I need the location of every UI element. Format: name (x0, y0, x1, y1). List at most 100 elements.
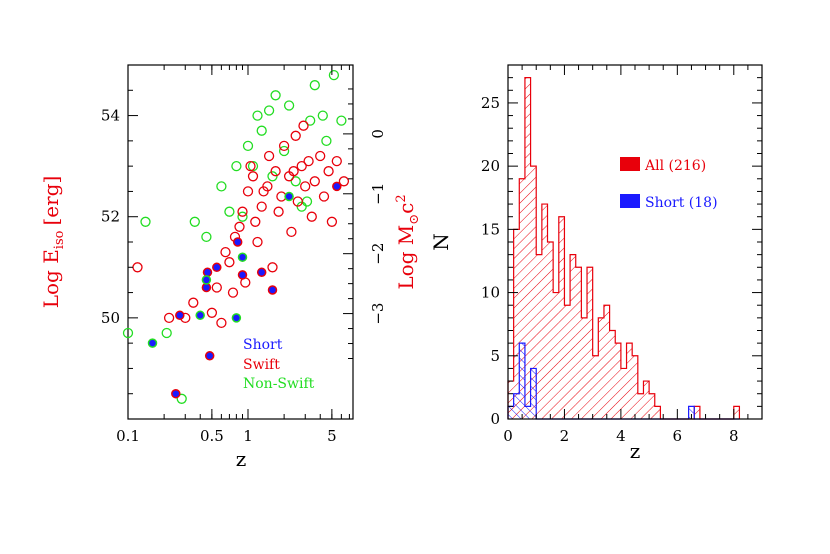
right-y-label-main: Log M (394, 225, 418, 290)
point-non-swift (267, 171, 278, 182)
point-non-swift (283, 100, 295, 111)
legend-non-swift: Non-Swift (243, 376, 315, 392)
point-short (237, 270, 248, 280)
right-y-label-sub: ⊙ (407, 214, 422, 225)
hist-bar-all (643, 381, 650, 419)
point-non-swift (122, 327, 134, 339)
hist-x-tick-label: 0 (503, 427, 513, 445)
point-swift (306, 211, 317, 222)
hist-bar-all (626, 343, 633, 419)
point-swift (242, 186, 254, 197)
hist-bar-short (519, 343, 525, 419)
hist-bar-all (553, 292, 559, 419)
hist-y-tick-label: 20 (481, 157, 500, 175)
hist-bar-all (530, 166, 537, 419)
hist-bar-short (688, 406, 695, 419)
point-non-swift (224, 206, 235, 217)
point-swift (278, 140, 290, 152)
point-swift (252, 236, 263, 248)
point-swift (270, 166, 281, 177)
point-swift (263, 150, 275, 162)
point-swift (220, 246, 231, 258)
left-x-tick-label: 0.1 (116, 427, 140, 445)
point-swift (298, 120, 309, 131)
point-swift (267, 262, 278, 273)
point-non-swift (216, 181, 227, 192)
legend-short-swatch (620, 194, 640, 208)
point-swift (288, 166, 299, 177)
legend-swift: Swift (243, 357, 280, 373)
point-non-swift (201, 231, 212, 243)
point-swift (163, 312, 175, 324)
point-swift (132, 262, 143, 273)
point-swift (250, 216, 261, 227)
point-non-swift (305, 115, 316, 126)
hist-bar-all (581, 317, 588, 419)
point-short (212, 262, 222, 273)
point-short (204, 351, 215, 361)
hist-bar-all (649, 393, 655, 419)
histogram-bars (507, 77, 741, 420)
point-short (171, 388, 181, 399)
point-swift (211, 282, 222, 293)
point-swift (318, 191, 330, 202)
point-swift (273, 206, 284, 217)
hist-bar-all (603, 305, 610, 419)
hist-bar-all (592, 355, 599, 419)
point-non-swift (252, 110, 263, 121)
hist-y-tick-label: 10 (481, 284, 500, 302)
point-non-swift (309, 80, 320, 91)
right-y-tick-label: −2 (369, 243, 387, 265)
right-y-label-tail: c (394, 203, 418, 214)
point-non-swift (189, 216, 200, 227)
point-swift (290, 130, 301, 141)
point-short (201, 282, 212, 293)
right-y-label-sup: 2 (394, 194, 409, 202)
right-axes: 0 2 4 6 8 0 5 10 15 20 25 (481, 65, 763, 445)
hist-bar-all (558, 216, 565, 419)
hist-x-tick-label: 2 (560, 427, 570, 445)
point-swift (326, 216, 338, 227)
point-non-swift (270, 90, 281, 101)
left-x-axis-label: z (236, 447, 247, 471)
right-y-axis-label: Log M⊙c2 (394, 194, 422, 289)
hist-bar-short (524, 406, 531, 419)
hist-bar-short (508, 406, 514, 419)
left-y-label-sub: iso (52, 230, 67, 249)
point-swift (292, 196, 303, 207)
point-non-swift (140, 216, 151, 227)
point-swift (309, 176, 320, 187)
point-non-swift (161, 327, 172, 339)
point-short (202, 267, 213, 278)
point-short (147, 338, 158, 348)
hist-bar-all (524, 77, 531, 420)
hist-bar-all (513, 229, 520, 419)
hist-bar-all (570, 254, 576, 419)
hist-bar-all (541, 204, 548, 419)
right-y-tick-label: −1 (369, 183, 387, 205)
point-swift (331, 155, 342, 167)
point-non-swift (176, 393, 187, 404)
legend-short: Short (243, 337, 283, 353)
point-short (237, 252, 248, 262)
right-panel: 0 2 4 6 8 0 5 10 15 20 25 N z All (216) Short (18) (429, 64, 763, 463)
point-short (284, 191, 294, 202)
hist-y-tick-label: 0 (490, 410, 500, 428)
left-y-label-main: Log E (39, 249, 63, 308)
hist-bar-short (513, 393, 520, 419)
point-non-swift (278, 145, 290, 157)
left-x-tick-label: 5 (327, 427, 337, 445)
hist-y-tick-label: 15 (481, 220, 500, 238)
left-y-tick-label: 50 (101, 309, 120, 327)
point-short (232, 237, 243, 247)
hist-bar-all (733, 406, 740, 419)
point-short (267, 285, 278, 295)
point-non-swift (231, 160, 242, 172)
hist-x-tick-label: 6 (673, 427, 683, 445)
point-swift (256, 201, 267, 212)
point-short (195, 310, 205, 321)
point-swift (323, 166, 334, 177)
point-non-swift (301, 196, 313, 207)
hist-bar-all (536, 254, 542, 419)
